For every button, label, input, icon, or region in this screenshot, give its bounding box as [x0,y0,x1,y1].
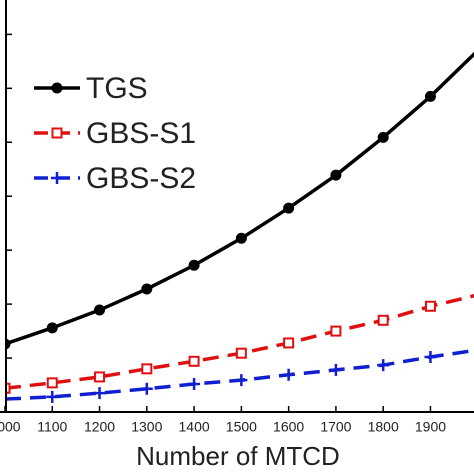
x-tick-label: 1600 [273,419,304,435]
marker [235,374,248,387]
marker [141,283,153,295]
legend-label: GBS-S2 [86,162,196,195]
legend-marker [51,127,63,139]
marker [141,363,153,375]
marker [283,337,295,349]
marker [283,202,295,214]
marker [188,259,200,271]
marker [94,371,106,383]
x-axis-label: Number of MTCD [136,441,340,471]
marker [235,232,247,244]
marker [424,350,437,363]
series-line [5,294,474,391]
marker [424,90,436,102]
x-tick-label: 1300 [131,419,162,435]
marker [235,347,247,359]
marker [46,322,58,334]
marker [329,363,342,376]
legend-label: TGS [86,72,148,105]
x-tick-label: 1800 [368,419,399,435]
marker [424,300,436,312]
marker [377,131,389,143]
marker [93,387,106,400]
x-tick-label: 1400 [179,419,210,435]
marker [377,314,389,326]
marker [377,359,390,372]
marker [282,368,295,381]
x-tick-label: 1100 [37,419,67,435]
x-tick-label: 1900 [415,419,446,435]
marker [188,377,201,390]
marker [46,390,59,403]
legend-marker [51,82,63,94]
plot-area [5,51,474,406]
marker [140,382,153,395]
x-tick-label: 1500 [226,419,257,435]
legend-label: GBS-S1 [86,117,196,150]
marker [330,325,342,337]
marker [330,169,342,181]
series-line [5,51,474,346]
marker [5,393,11,406]
x-tick-label: 1000 [0,419,21,435]
marker [5,382,11,394]
marker [94,304,106,316]
marker [188,355,200,367]
x-tick-label: 1200 [84,419,115,435]
x-tick-label: 1700 [320,419,351,435]
marker [46,377,58,389]
legend-marker [51,172,63,184]
